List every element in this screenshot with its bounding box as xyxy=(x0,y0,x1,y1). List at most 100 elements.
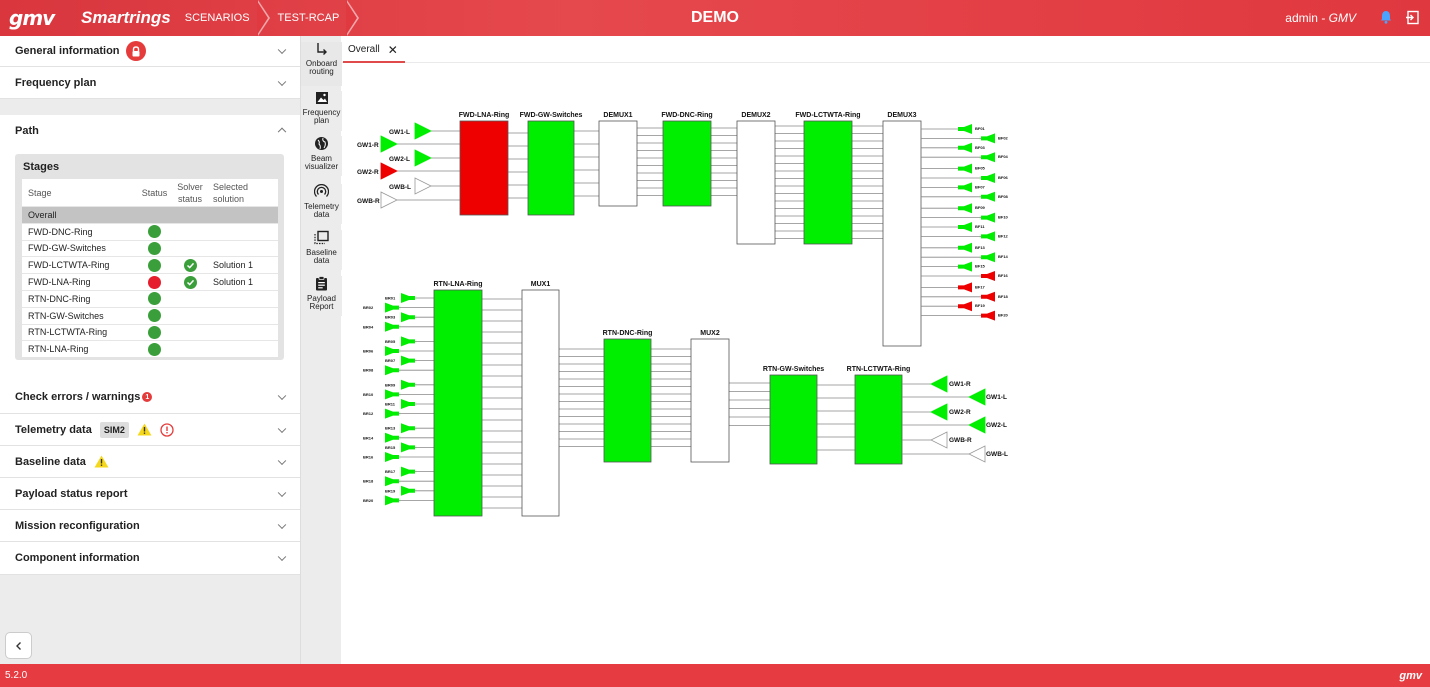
fwd-lctwta-ring-block[interactable] xyxy=(803,120,853,245)
demux2-block[interactable] xyxy=(736,120,776,245)
beam-return-label: BR13 xyxy=(385,426,396,431)
beam-return-label: BR01 xyxy=(385,296,396,301)
chevron-up-icon[interactable] xyxy=(277,127,287,137)
component-information-section[interactable]: Component information xyxy=(0,542,300,575)
stage-name: Overall xyxy=(28,209,57,220)
beam-forward-label: BF11 xyxy=(975,224,985,229)
payload-status-report-section[interactable]: Payload status report xyxy=(0,478,300,510)
gateway-input-label: GWB-L xyxy=(389,184,411,191)
logout-icon[interactable] xyxy=(1405,10,1420,30)
beam-forward-label: BF07 xyxy=(975,184,986,189)
beam-return-label: BR04 xyxy=(363,324,374,329)
table-row[interactable]: FWD-LNA-Ring Solution 1 xyxy=(22,273,278,290)
beam-return-horn xyxy=(385,365,399,376)
gateway-output-label: GWB-R xyxy=(949,437,972,444)
tool-label: Baseline data xyxy=(306,248,337,265)
app-name[interactable]: Smartrings xyxy=(81,8,171,27)
stage-rows: Overall FWD-DNC-Ring FWD-GW-Switches FWD-LC… xyxy=(22,206,278,357)
solution-cell[interactable]: Solution 1 xyxy=(213,277,254,288)
solution-cell[interactable]: Solution 1 xyxy=(213,260,254,271)
baseline-data-section[interactable]: Baseline data xyxy=(0,446,300,478)
beam-forward-label: BF03 xyxy=(975,145,986,150)
fwd-dnc-ring-block[interactable] xyxy=(662,120,712,207)
table-row[interactable]: FWD-GW-Switches xyxy=(22,239,278,257)
gateway-input-antenna xyxy=(380,135,398,153)
bell-icon[interactable] xyxy=(1380,10,1392,29)
tool-baseline-data[interactable]: Baseline data xyxy=(301,230,342,270)
beam-forward-horn xyxy=(958,261,972,272)
frequency-plan-section[interactable]: Frequency plan xyxy=(0,67,300,99)
table-row[interactable]: Overall xyxy=(22,206,278,223)
check-errors-section[interactable]: Check errors / warnings 1 xyxy=(0,381,300,414)
tool-beam-visualizer[interactable]: Beam visualizer xyxy=(301,136,342,176)
mux1-block[interactable] xyxy=(521,289,560,517)
general-information-section[interactable]: General information xyxy=(0,36,300,67)
gateway-input-antenna xyxy=(414,149,432,167)
table-row[interactable]: RTN-LNA-Ring xyxy=(22,340,278,357)
status-cell xyxy=(136,309,173,323)
tool-frequency-plan[interactable]: Frequency plan xyxy=(301,91,342,131)
beam-forward-horn xyxy=(958,203,972,214)
chevron-down-icon xyxy=(277,520,287,529)
tool-telemetry-data[interactable]: Telemetry data xyxy=(301,184,342,224)
telemetry-data-section[interactable]: Telemetry data SIM2 xyxy=(0,414,300,446)
beam-return-label: BR05 xyxy=(385,339,396,344)
mux2-block[interactable] xyxy=(690,338,730,463)
section-gap xyxy=(0,99,300,115)
rtn-gw-switches-block[interactable] xyxy=(769,374,818,465)
user-label[interactable]: admin - GMV xyxy=(1285,11,1356,25)
collapse-panel-button[interactable] xyxy=(5,632,32,659)
fwd-lna-ring-block-label: FWD-LNA-Ring xyxy=(459,112,510,119)
demux1-block-label: DEMUX1 xyxy=(603,112,632,119)
breadcrumb-separator xyxy=(256,0,272,36)
beam-forward-label: BF14 xyxy=(998,254,1009,259)
tab-label: Overall xyxy=(348,44,380,55)
beam-forward-label: BF06 xyxy=(998,175,1009,180)
beam-forward-horn xyxy=(981,291,995,302)
breadcrumb-test-rcap[interactable]: TEST-RCAP xyxy=(277,12,340,24)
rtn-lna-ring-block[interactable] xyxy=(433,289,483,517)
beam-return-label: BR12 xyxy=(363,411,374,416)
mission-reconfiguration-section[interactable]: Mission reconfiguration xyxy=(0,510,300,542)
demux1-block[interactable] xyxy=(598,120,638,207)
beam-forward-label: BF18 xyxy=(998,294,1009,299)
tool-payload-report[interactable]: Payload Report xyxy=(301,276,342,316)
section-title: Telemetry data xyxy=(15,423,92,436)
table-row[interactable]: RTN-GW-Switches xyxy=(22,306,278,324)
section-title[interactable]: Path xyxy=(15,125,39,137)
table-row[interactable]: RTN-DNC-Ring xyxy=(22,289,278,307)
section-title: Payload status report xyxy=(15,487,128,500)
beam-return-label: BR08 xyxy=(363,368,374,373)
diagram-canvas: GW1-L GW1-R GW2-L GW2-R GWB-L GWB-R FWD-LNA-Ri… xyxy=(341,63,1430,664)
rtn-lctwta-ring-block[interactable] xyxy=(854,374,903,465)
table-row[interactable]: RTN-LCTWTA-Ring xyxy=(22,323,278,341)
tool-onboard-routing[interactable]: Onboard routing xyxy=(301,42,342,86)
section-title: Mission reconfiguration xyxy=(15,519,140,532)
user-org: GMV xyxy=(1328,11,1356,25)
close-icon[interactable]: ✕ xyxy=(387,42,398,57)
tool-label: Beam visualizer xyxy=(304,154,339,171)
left-panel: General information Frequency plan Path … xyxy=(0,36,300,664)
tab-bar: Overall ✕ xyxy=(341,36,1430,63)
section-title: Component information xyxy=(15,552,140,564)
sim-chip: SIM2 xyxy=(99,421,129,438)
section-title: Baseline data xyxy=(15,455,86,468)
version-label: 5.2.0 xyxy=(5,670,28,681)
fwd-gw-switches-block[interactable] xyxy=(527,120,575,216)
beam-return-horn xyxy=(401,379,415,390)
breadcrumb-separator xyxy=(346,0,361,36)
fwd-gw-switches-block-label: FWD-GW-Switches xyxy=(520,112,583,119)
rtn-dnc-ring-block[interactable] xyxy=(603,338,652,463)
tab-overall[interactable]: Overall ✕ xyxy=(343,38,405,63)
beam-forward-label: BF15 xyxy=(975,264,986,269)
breadcrumb-scenarios[interactable]: SCENARIOS xyxy=(184,12,250,24)
antenna-icon xyxy=(313,184,330,201)
table-row[interactable]: FWD-LCTWTA-Ring Solution 1 xyxy=(22,256,278,273)
table-row[interactable]: FWD-DNC-Ring xyxy=(22,222,278,240)
tool-column: Onboard routing Frequency plan Beam visu… xyxy=(300,36,342,664)
footer: 5.2.0 gmv xyxy=(0,664,1430,687)
status-cell xyxy=(136,292,173,306)
fwd-lna-ring-block[interactable] xyxy=(459,120,509,216)
alert-circle-icon xyxy=(160,422,174,437)
demux3-block[interactable] xyxy=(882,120,922,347)
